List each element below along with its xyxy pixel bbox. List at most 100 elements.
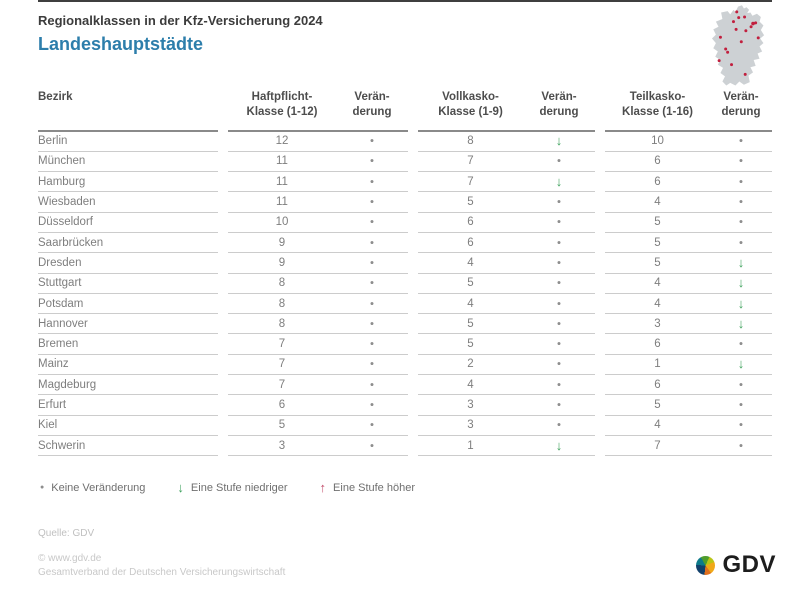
cell-haftpflicht: 8 (228, 293, 336, 315)
table-row: Stuttgart 8 ● 5 ● 4 ↓ (38, 273, 772, 294)
cell-vollkasko: 6 (418, 232, 523, 254)
table-row: Hamburg 11 ● 7 ↓ 6 ● (38, 171, 772, 193)
cell-haftpflicht_change: ● (336, 151, 408, 173)
cell-vollkasko: 3 (418, 394, 523, 416)
cell-teilkasko_change: ● (710, 191, 772, 213)
cell-bezirk: München (38, 151, 218, 173)
cell-vollkasko: 1 (418, 435, 523, 457)
column-gap (408, 90, 418, 131)
cell-teilkasko: 10 (605, 131, 710, 152)
cell-vollkasko_change: ● (523, 232, 595, 254)
table-row: Dresden 9 ● 4 ● 5 ↓ (38, 252, 772, 274)
table-row: Potsdam 8 ● 4 ● 4 ↓ (38, 293, 772, 315)
cell-teilkasko_change: ↓ (710, 313, 772, 335)
cell-teilkasko_change: ● (710, 232, 772, 254)
arrow-down-icon: ↓ (555, 133, 563, 149)
cell-teilkasko: 6 (605, 374, 710, 396)
cell-teilkasko: 5 (605, 394, 710, 416)
column-gap (408, 273, 418, 293)
no-change-dot-icon: ● (738, 137, 744, 145)
table-row: Mainz 7 ● 2 ● 1 ↓ (38, 354, 772, 376)
arrow-down-icon: ↓ (737, 315, 745, 331)
no-change-dot-icon: ● (556, 198, 562, 206)
cell-haftpflicht: 3 (228, 435, 336, 457)
top-rule (38, 0, 772, 2)
regional-class-table: Bezirk Haftpflicht- Klasse (1-12) Verän-der… (38, 90, 772, 457)
no-change-dot-icon: ● (738, 442, 744, 450)
no-change-dot-icon: ● (369, 320, 375, 328)
arrow-up-icon: ↑ (319, 480, 327, 495)
copyright-text: © www.gdv.de (38, 553, 102, 564)
cell-vollkasko_change: ● (523, 394, 595, 416)
column-gap (408, 212, 418, 232)
no-change-dot-icon: ● (369, 360, 375, 368)
no-change-dot-icon: ● (369, 299, 375, 307)
legend-label: Eine Stufe niedriger (190, 481, 288, 494)
cell-haftpflicht_change: ● (336, 374, 408, 396)
column-gap (408, 314, 418, 334)
cell-haftpflicht: 8 (228, 313, 336, 335)
germany-map (711, 5, 765, 86)
arrow-down-icon: ↓ (737, 295, 745, 311)
no-change-dot-icon: ● (738, 239, 744, 247)
column-gap (218, 314, 228, 334)
column-gap (218, 151, 228, 171)
column-gap (218, 273, 228, 293)
column-gap (595, 90, 605, 131)
column-header-vollkasko_change: Verän-derung (523, 90, 595, 132)
no-change-dot-icon: ● (369, 157, 375, 165)
cell-vollkasko_change: ● (523, 252, 595, 274)
no-change-dot-icon: ● (369, 178, 375, 186)
cell-vollkasko_change: ● (523, 354, 595, 376)
column-gap (218, 334, 228, 354)
column-header-haftpflicht: Haftpflicht- Klasse (1-12) (228, 90, 336, 132)
column-gap (595, 253, 605, 273)
arrow-down-icon: ↓ (555, 437, 563, 453)
no-change-dot-icon: ● (369, 381, 375, 389)
cell-bezirk: Dresden (38, 252, 218, 274)
cell-teilkasko: 4 (605, 293, 710, 315)
column-gap (595, 435, 605, 455)
column-header-teilkasko_change: Verän-derung (710, 90, 772, 132)
column-header-bezirk: Bezirk (38, 90, 218, 132)
page-title: Landeshauptstädte (38, 34, 204, 54)
no-change-dot-icon: ● (556, 340, 562, 348)
cell-vollkasko: 4 (418, 252, 523, 274)
column-gap (408, 131, 418, 151)
no-change-dot-icon: ● (556, 421, 562, 429)
cell-vollkasko: 8 (418, 131, 523, 152)
cell-teilkasko: 3 (605, 313, 710, 335)
cell-teilkasko_change: ↓ (710, 273, 772, 294)
table-row: Erfurt 6 ● 3 ● 5 ● (38, 394, 772, 416)
cell-bezirk: Bremen (38, 333, 218, 355)
cell-haftpflicht_change: ● (336, 435, 408, 457)
no-change-dot-icon: ● (738, 218, 744, 226)
cell-haftpflicht_change: ● (336, 354, 408, 376)
column-header-teilkasko: Teilkasko- Klasse (1-16) (605, 90, 710, 132)
cell-haftpflicht: 11 (228, 151, 336, 173)
cell-haftpflicht_change: ● (336, 333, 408, 355)
legend: ● Keine Veränderung ↓ Eine Stufe niedriger ↑… (40, 481, 415, 494)
cell-haftpflicht_change: ● (336, 293, 408, 315)
cell-vollkasko_change: ↓ (523, 171, 595, 193)
cell-vollkasko_change: ↓ (523, 131, 595, 152)
cell-haftpflicht: 7 (228, 333, 336, 355)
column-gap (595, 375, 605, 395)
cell-teilkasko_change: ● (710, 374, 772, 396)
cell-bezirk: Hannover (38, 313, 218, 335)
no-change-dot-icon: ● (738, 157, 744, 165)
column-gap (595, 334, 605, 354)
cell-bezirk: Saarbrücken (38, 232, 218, 254)
cell-haftpflicht: 11 (228, 171, 336, 193)
cell-haftpflicht_change: ● (336, 191, 408, 213)
gdv-logo: GDV (696, 551, 776, 579)
no-change-dot-icon: ● (738, 340, 744, 348)
column-gap (218, 375, 228, 395)
column-gap (408, 293, 418, 313)
no-change-dot-icon: ● (369, 259, 375, 267)
cell-bezirk: Stuttgart (38, 273, 218, 294)
table-row: Düsseldorf 10 ● 6 ● 5 ● (38, 212, 772, 233)
cell-vollkasko: 6 (418, 212, 523, 233)
no-change-dot-icon: ● (40, 484, 45, 491)
cell-teilkasko_change: ● (710, 333, 772, 355)
